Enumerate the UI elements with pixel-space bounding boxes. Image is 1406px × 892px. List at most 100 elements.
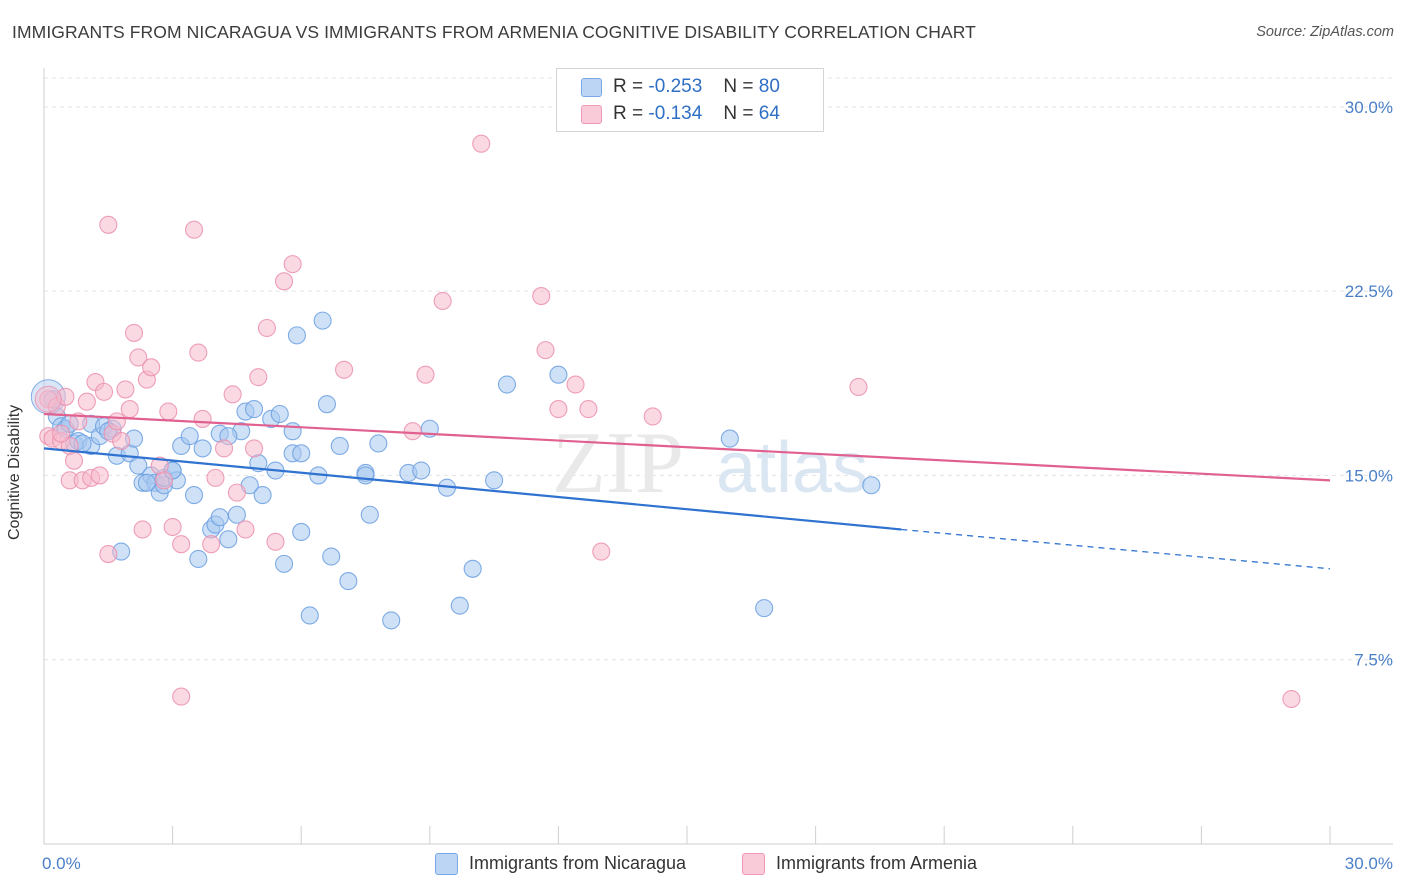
point-nicaragua-39 [244,400,264,419]
x-tick-label-0: 0.0% [42,854,81,873]
point-nicaragua-45 [275,554,294,573]
legend-n-value-nicaragua: 80 [758,76,780,97]
point-armenia-32 [172,535,191,554]
point-nicaragua-58 [360,505,379,524]
point-nicaragua-66 [463,559,482,578]
point-armenia-16 [99,545,118,564]
point-nicaragua-73 [137,473,156,492]
point-nicaragua-68 [497,375,517,394]
point-nicaragua-35 [227,505,246,524]
point-armenia-40 [223,385,242,404]
point-armenia-39 [214,439,234,458]
point-armenia-31 [163,517,182,537]
point-armenia-49 [335,360,354,379]
legend-label-nicaragua: Immigrants from Nicaragua [469,853,687,873]
point-armenia-14 [90,466,109,485]
point-nicaragua-48 [287,326,306,345]
point-nicaragua-71 [755,599,774,618]
point-armenia-34 [184,220,204,239]
chart-title: IMMIGRANTS FROM NICARAGUA VS IMMIGRANTS … [12,22,976,42]
point-nicaragua-69 [549,365,568,384]
point-nicaragua-60 [382,611,401,630]
point-nicaragua-27 [184,486,204,505]
legend-n-label: N = [723,103,754,124]
point-armenia-45 [257,318,276,338]
point-nicaragua-44 [270,404,289,424]
gridlines [44,77,1393,661]
point-nicaragua-59 [369,434,388,453]
point-armenia-63 [52,424,71,443]
point-nicaragua-33 [210,508,229,527]
legend-r-label: R = [613,103,644,124]
watermark-atlas: atlas [716,428,868,508]
trendline-nicaragua [43,447,902,531]
point-armenia-30 [159,402,178,421]
y-tick-labels: 7.5% 15.0% 22.5% 30.0% [1345,98,1393,670]
point-nicaragua-55 [330,436,349,455]
point-armenia-27 [142,358,161,377]
point-armenia-47 [275,272,294,291]
point-armenia-60 [643,407,662,426]
point-armenia-23 [124,323,144,342]
point-armenia-36 [193,409,212,428]
point-armenia-44 [249,368,268,387]
point-armenia-42 [236,520,255,539]
point-nicaragua-65 [450,596,469,615]
point-armenia-33 [172,687,191,706]
point-nicaragua-62 [412,461,431,480]
legend-swatch-nicaragua [581,78,602,97]
point-armenia-62 [1282,689,1301,709]
legend-n-label: N = [723,76,754,97]
point-armenia-56 [549,400,568,419]
point-armenia-19 [107,412,126,431]
point-armenia-48 [283,255,302,274]
point-armenia-20 [112,431,131,451]
legend-r-value-nicaragua: -0.253 [648,76,703,97]
point-armenia-8 [64,451,84,470]
point-armenia-51 [416,365,435,384]
y-tick-label-0: 7.5% [1354,651,1393,670]
y-tick-label-1: 15.0% [1345,466,1393,485]
point-armenia-cluster [34,385,62,413]
point-armenia-57 [566,375,585,394]
point-nicaragua-72 [862,476,881,495]
watermark-zip: ZIP [552,415,684,512]
point-armenia-37 [202,535,221,554]
legend-n-value-armenia: 64 [758,103,780,124]
point-nicaragua-41 [253,486,272,505]
point-armenia-46 [266,532,285,551]
y-tick-label-2: 22.5% [1345,282,1393,301]
series-legend: Immigrants from Nicaragua Immigrants fro… [0,852,1406,878]
point-nicaragua-47 [283,422,302,441]
stats-legend: R = -0.253 N = 80 R = -0.134 N = 64 [556,68,824,132]
point-armenia-41 [227,483,246,502]
point-nicaragua-50 [300,606,319,625]
trendline-armenia [43,412,1331,482]
point-armenia-17 [99,215,118,234]
legend-swatch-armenia [742,853,765,875]
point-nicaragua-70 [720,429,739,448]
point-armenia-59 [592,542,611,561]
source-label: Source: ZipAtlas.com [1256,24,1394,40]
legend-r-label: R = [613,76,644,97]
point-armenia-9 [69,412,88,431]
point-nicaragua-54 [322,547,341,566]
x-tick-labels: 0.0% 30.0% [42,854,1393,873]
point-nicaragua-52 [313,311,332,330]
point-nicaragua-56 [339,572,358,591]
y-axis-label: Cognitive Disability [6,404,23,540]
point-armenia-54 [532,287,551,306]
point-nicaragua-34 [219,530,238,549]
point-armenia-11 [77,392,96,411]
legend-label-armenia: Immigrants from Armenia [776,853,978,873]
point-armenia-25 [133,520,152,539]
point-armenia-43 [244,439,264,458]
point-nicaragua-49 [292,522,311,541]
point-nicaragua-53 [317,395,336,414]
trendline-nicaragua-extension [901,528,1331,570]
series-nicaragua [30,311,881,630]
point-nicaragua-26 [180,427,199,446]
point-nicaragua-67 [485,471,504,490]
trendlines [43,412,1331,570]
